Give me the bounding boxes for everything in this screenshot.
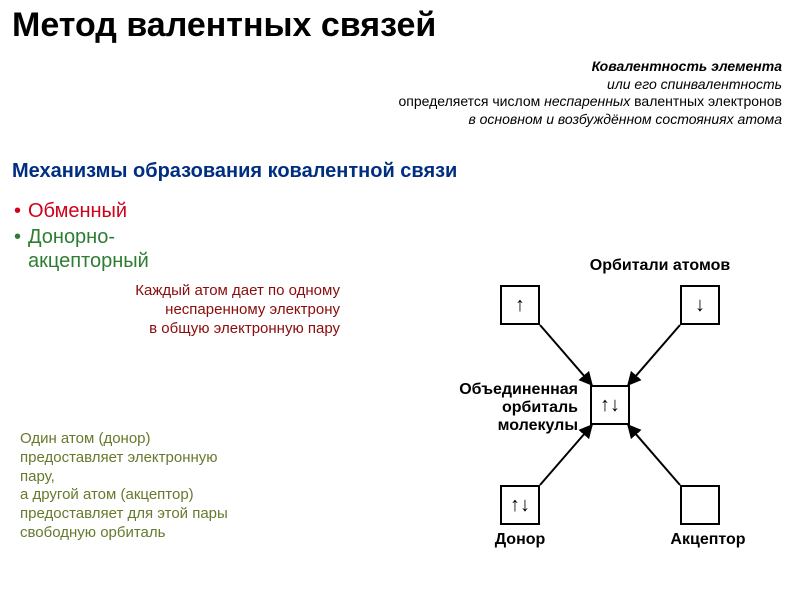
donor-note-l2: предоставляет электронную (20, 449, 218, 466)
orbital-center-arrow: ↑↓ (600, 394, 620, 417)
exchange-note-line3: в общую электронную пару (149, 320, 340, 337)
orbital-bottom-right (680, 485, 720, 525)
exchange-note-line2: неспаренному электрону (165, 301, 340, 318)
bullet-exchange: Обменный (28, 200, 127, 223)
donor-note-l3: пару, (20, 468, 55, 485)
mechanisms-heading: Механизмы образования ковалентной связи (12, 160, 612, 183)
slide: Метод валентных связей Ковалентность эле… (0, 0, 800, 600)
donor-note: Один атом (донор) предоставляет электрон… (20, 430, 320, 543)
covalency-line4: в основном и возбуждённом состояниях ато… (468, 111, 782, 127)
label-orbitals-atoms: Орбитали атомов (540, 257, 780, 275)
orbital-center: ↑↓ (590, 385, 630, 425)
label-combined-l1: Объединенная (459, 381, 578, 398)
orbital-top-left: ↑ (500, 285, 540, 325)
orbital-diagram: Орбитали атомов ↑ ↓ Объединенная орбитал… (400, 265, 780, 595)
label-acceptor-text: Акцептор (670, 531, 745, 548)
donor-note-l6: свободную орбиталь (20, 524, 165, 541)
label-combined: Объединенная орбиталь молекулы (418, 381, 578, 435)
bullet-donor-acceptor: Донорно-акцепторный (28, 225, 149, 273)
covalency-line3c: валентных электронов (634, 93, 782, 109)
exchange-note-line1: Каждый атом дает по одному (135, 282, 340, 299)
orbital-bottom-left-arrow: ↑↓ (510, 494, 530, 517)
covalency-line3a: определяется числом (398, 93, 544, 109)
label-donor: Донор (480, 531, 560, 549)
exchange-note: Каждый атом дает по одному неспаренному … (20, 282, 340, 338)
donor-note-l5: предоставляет для этой пары (20, 505, 228, 522)
orbital-bottom-left: ↑↓ (500, 485, 540, 525)
covalency-term: Ковалентность элемента (592, 58, 782, 74)
donor-note-l4: а другой атом (акцептор) (20, 486, 194, 503)
bullet-exchange-text: Обменный (28, 200, 127, 222)
donor-note-l1: Один атом (донор) (20, 430, 151, 447)
label-orbitals-atoms-text: Орбитали атомов (590, 257, 730, 274)
label-acceptor: Акцептор (658, 531, 758, 549)
label-donor-text: Донор (495, 531, 546, 548)
label-combined-l2: орбиталь молекулы (498, 399, 578, 434)
covalency-paragraph: Ковалентность элемента или его спинвален… (352, 58, 782, 128)
covalency-line2: или его спинвалентность (607, 76, 782, 92)
covalency-line3b: неспаренных (544, 93, 630, 109)
bullet-donor-acceptor-text: Донорно-акцепторный (28, 226, 149, 272)
title-text: Метод валентных связей (12, 6, 436, 44)
slide-title: Метод валентных связей (12, 6, 436, 45)
orbital-top-right: ↓ (680, 285, 720, 325)
orbital-top-left-arrow: ↑ (515, 294, 525, 317)
orbital-top-right-arrow: ↓ (695, 294, 705, 317)
mechanisms-heading-text: Механизмы образования ковалентной связи (12, 160, 457, 182)
